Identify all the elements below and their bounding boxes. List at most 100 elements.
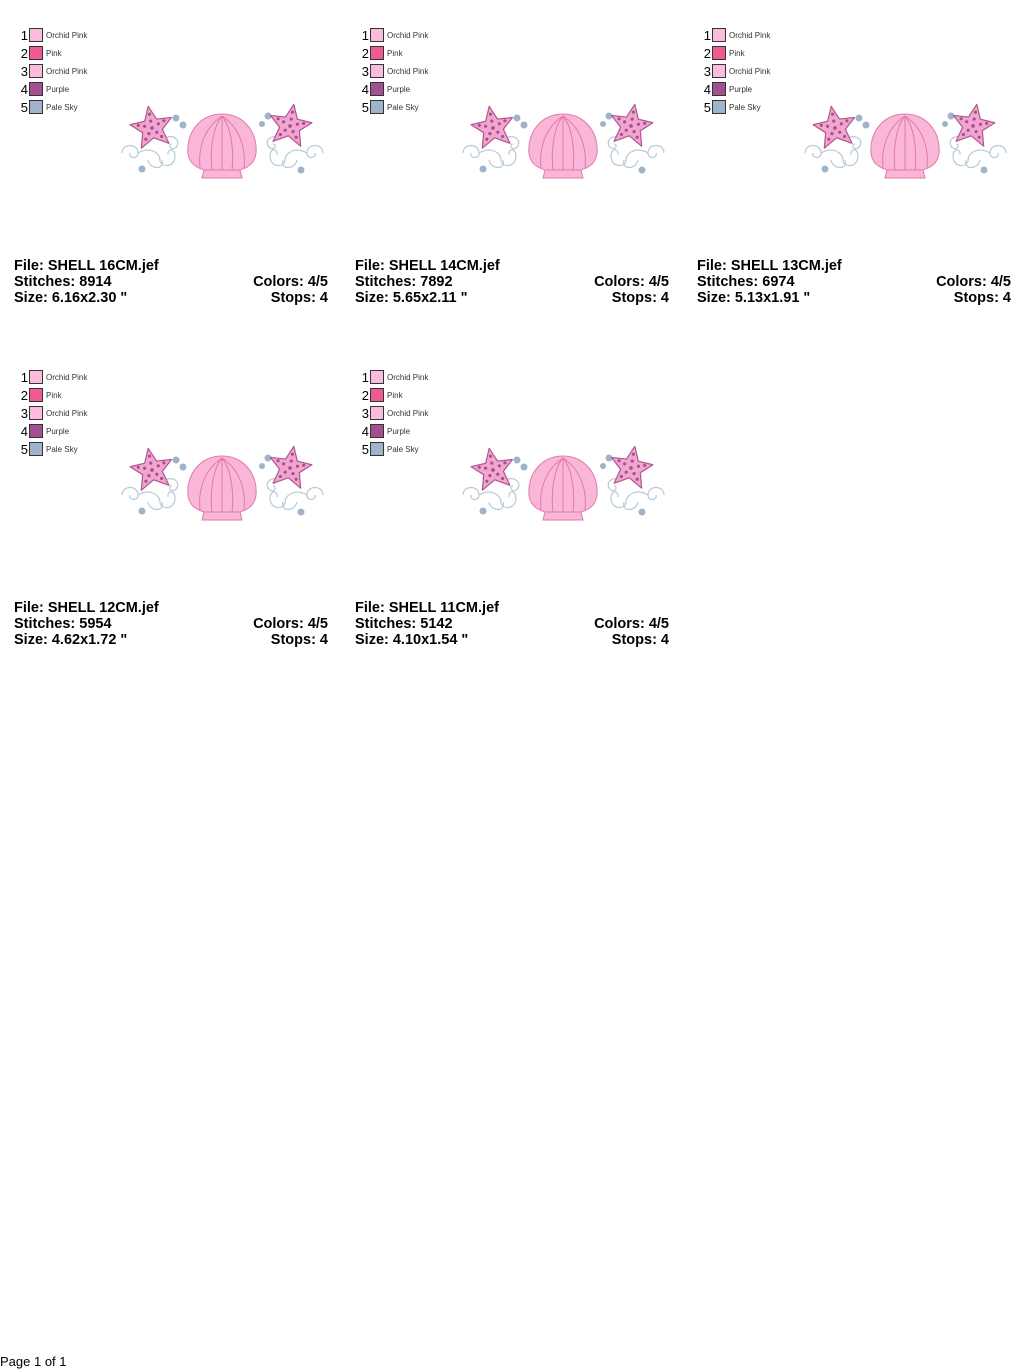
legend-row: 3 Orchid Pink	[359, 62, 429, 80]
design-info: File: SHELL 13CM.jef Stitches: 6974 Color…	[697, 258, 1011, 306]
color-number: 1	[703, 27, 711, 43]
file-name: File: SHELL 13CM.jef	[697, 258, 842, 274]
legend-row: 4 Purple	[18, 80, 87, 98]
legend-row: 3 Orchid Pink	[18, 404, 88, 422]
color-swatch	[370, 46, 384, 60]
color-number: 1	[20, 27, 28, 43]
color-number: 2	[20, 45, 28, 61]
legend-row: 2 Pink	[18, 386, 87, 404]
colors-count: Colors: 4/5	[253, 274, 328, 290]
embroidery-preview	[461, 98, 666, 184]
color-number: 2	[703, 45, 711, 61]
color-name: Pale Sky	[387, 102, 419, 112]
colors-count: Colors: 4/5	[594, 616, 669, 632]
embroidery-preview	[461, 440, 666, 526]
legend-row: 4 Purple	[359, 80, 428, 98]
stops-count: Stops: 4	[953, 290, 1011, 306]
file-name: File: SHELL 11CM.jef	[355, 600, 499, 616]
legend-row: 5 Pale Sky	[359, 98, 428, 116]
color-swatch	[29, 64, 43, 78]
color-name: Orchid Pink	[46, 30, 88, 40]
embroidery-preview	[803, 98, 1008, 184]
legend-row: 5 Pale Sky	[701, 98, 770, 116]
legend-row: 1 Orchid Pink	[18, 26, 88, 44]
color-name: Orchid Pink	[729, 66, 771, 76]
design-card: 1 Orchid Pink 2 Pink 3 Orchid Pink 4 Pur…	[683, 0, 1013, 307]
design-size: Size: 4.62x1.72 "	[14, 632, 128, 648]
color-number: 3	[20, 63, 28, 79]
page-footer: Page 1 of 1	[0, 1354, 67, 1369]
legend-row: 2 Pink	[701, 44, 770, 62]
color-swatch	[370, 82, 384, 96]
color-name: Pink	[387, 48, 403, 58]
color-name: Pink	[729, 48, 745, 58]
color-name: Purple	[387, 84, 411, 94]
color-name: Orchid Pink	[46, 372, 88, 382]
color-swatch	[29, 100, 43, 114]
color-number: 4	[20, 423, 28, 439]
stitch-count: Stitches: 6974	[697, 274, 795, 290]
color-swatch	[29, 46, 43, 60]
legend-row: 1 Orchid Pink	[701, 26, 771, 44]
design-info: File: SHELL 16CM.jef Stitches: 8914 Color…	[14, 258, 328, 306]
color-name: Purple	[46, 426, 70, 436]
color-swatch	[712, 100, 726, 114]
legend-row: 2 Pink	[359, 386, 428, 404]
color-swatch	[370, 388, 384, 402]
color-number: 2	[361, 45, 369, 61]
color-number: 1	[361, 369, 369, 385]
color-name: Orchid Pink	[46, 408, 88, 418]
color-swatch	[29, 406, 43, 420]
color-name: Orchid Pink	[46, 66, 88, 76]
color-swatch	[370, 100, 384, 114]
file-name: File: SHELL 12CM.jef	[14, 600, 159, 616]
color-number: 4	[20, 81, 28, 97]
design-card: 1 Orchid Pink 2 Pink 3 Orchid Pink 4 Pur…	[341, 0, 671, 307]
color-number: 5	[361, 441, 369, 457]
color-number: 1	[20, 369, 28, 385]
color-name: Pale Sky	[46, 102, 78, 112]
embroidery-preview	[120, 98, 325, 184]
color-number: 4	[361, 81, 369, 97]
stitch-count: Stitches: 5954	[14, 616, 112, 632]
color-name: Orchid Pink	[729, 30, 771, 40]
legend-row: 3 Orchid Pink	[18, 62, 88, 80]
design-size: Size: 6.16x2.30 "	[14, 290, 128, 306]
color-legend: 1 Orchid Pink 2 Pink 3 Orchid Pink 4 Pur…	[359, 26, 429, 116]
legend-row: 2 Pink	[18, 44, 87, 62]
design-info: File: SHELL 14CM.jef Stitches: 7892 Color…	[355, 258, 669, 306]
color-number: 5	[703, 99, 711, 115]
color-legend: 1 Orchid Pink 2 Pink 3 Orchid Pink 4 Pur…	[18, 368, 88, 458]
stitch-count: Stitches: 5142	[355, 616, 453, 632]
color-name: Pink	[46, 390, 62, 400]
legend-row: 5 Pale Sky	[18, 98, 87, 116]
color-name: Purple	[46, 84, 70, 94]
legend-row: 5 Pale Sky	[359, 440, 428, 458]
color-swatch	[370, 406, 384, 420]
stitch-count: Stitches: 7892	[355, 274, 453, 290]
color-name: Orchid Pink	[387, 372, 429, 382]
color-name: Pink	[387, 390, 403, 400]
color-number: 4	[361, 423, 369, 439]
color-number: 3	[20, 405, 28, 421]
color-name: Pale Sky	[46, 444, 78, 454]
color-number: 4	[703, 81, 711, 97]
legend-row: 3 Orchid Pink	[701, 62, 771, 80]
design-card: 1 Orchid Pink 2 Pink 3 Orchid Pink 4 Pur…	[0, 0, 330, 307]
color-swatch	[712, 46, 726, 60]
color-number: 3	[703, 63, 711, 79]
color-legend: 1 Orchid Pink 2 Pink 3 Orchid Pink 4 Pur…	[701, 26, 771, 116]
stops-count: Stops: 4	[611, 632, 669, 648]
color-swatch	[712, 28, 726, 42]
legend-row: 3 Orchid Pink	[359, 404, 429, 422]
color-swatch	[370, 442, 384, 456]
colors-count: Colors: 4/5	[594, 274, 669, 290]
color-legend: 1 Orchid Pink 2 Pink 3 Orchid Pink 4 Pur…	[18, 26, 88, 116]
color-number: 5	[361, 99, 369, 115]
color-swatch	[370, 64, 384, 78]
color-number: 5	[20, 441, 28, 457]
color-name: Orchid Pink	[387, 30, 429, 40]
color-swatch	[29, 82, 43, 96]
color-name: Pale Sky	[729, 102, 761, 112]
